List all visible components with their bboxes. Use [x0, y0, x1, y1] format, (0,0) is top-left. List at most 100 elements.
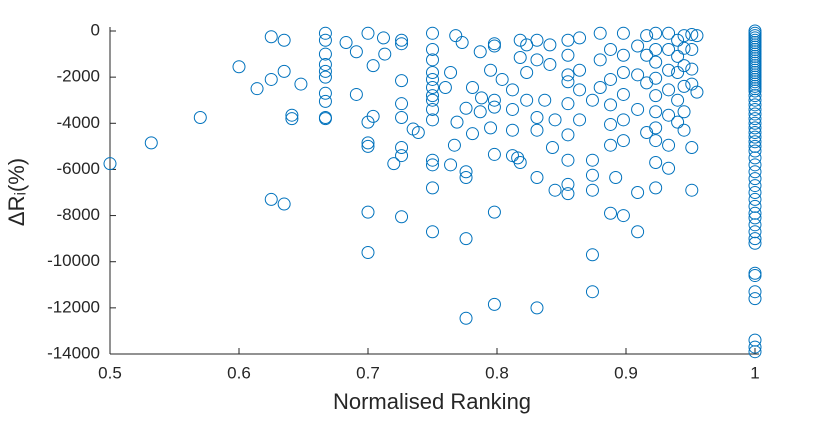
point	[495, 72, 509, 86]
point	[505, 123, 519, 137]
point	[520, 66, 534, 80]
point	[593, 26, 607, 40]
point	[748, 89, 762, 103]
point	[649, 89, 663, 103]
x-tick-label: 1	[750, 363, 759, 382]
point	[604, 42, 618, 56]
point	[748, 135, 762, 149]
point	[649, 121, 663, 135]
x-tick-label: 0.9	[614, 363, 638, 382]
point	[395, 111, 409, 125]
point	[459, 232, 473, 246]
point	[561, 48, 575, 62]
point	[616, 26, 630, 40]
point	[631, 186, 645, 199]
point	[366, 59, 380, 73]
point	[662, 161, 676, 175]
point	[487, 100, 501, 114]
point	[438, 81, 452, 95]
point	[530, 123, 544, 137]
point	[465, 81, 479, 95]
point	[561, 75, 575, 89]
point	[748, 225, 762, 239]
point	[649, 181, 663, 195]
x-tick-label: 0.7	[356, 363, 380, 382]
point	[459, 311, 473, 325]
point	[459, 101, 473, 115]
point	[748, 93, 762, 107]
point	[671, 66, 685, 80]
point	[444, 158, 458, 172]
point	[585, 285, 599, 299]
point	[395, 210, 409, 224]
point	[459, 171, 473, 185]
point	[640, 76, 654, 90]
point	[604, 117, 618, 131]
point	[395, 33, 409, 47]
point	[748, 121, 762, 135]
point	[671, 33, 685, 47]
point	[573, 31, 587, 45]
point	[387, 157, 401, 171]
point	[649, 105, 663, 119]
point	[561, 128, 575, 142]
point	[748, 126, 762, 140]
point	[318, 47, 332, 61]
point	[513, 51, 527, 65]
point	[285, 108, 299, 122]
point	[671, 93, 685, 107]
point	[426, 72, 439, 86]
point	[487, 93, 501, 107]
point	[361, 26, 375, 40]
point	[649, 156, 663, 170]
y-tick-label: -6000	[57, 159, 100, 178]
point	[361, 245, 375, 259]
point	[604, 138, 618, 152]
point	[649, 55, 663, 69]
point	[631, 225, 645, 239]
point	[395, 141, 409, 155]
point	[426, 53, 439, 67]
point	[640, 29, 654, 43]
point	[662, 83, 676, 97]
point	[616, 87, 630, 101]
point	[561, 68, 575, 82]
point	[748, 172, 762, 186]
point	[748, 165, 762, 179]
point	[411, 126, 425, 140]
point	[538, 93, 552, 107]
point	[426, 102, 439, 116]
point	[573, 63, 587, 77]
point	[193, 111, 207, 125]
point	[277, 64, 291, 78]
point	[748, 211, 762, 225]
point	[561, 97, 575, 111]
point	[426, 153, 439, 167]
y-tick-label: -4000	[57, 113, 100, 132]
point	[662, 42, 676, 56]
point	[748, 116, 762, 130]
y-tick-label: -14000	[47, 343, 100, 362]
point	[426, 93, 439, 107]
point	[426, 42, 439, 56]
point	[426, 26, 439, 40]
point	[748, 130, 762, 144]
point	[748, 266, 762, 280]
point	[573, 83, 587, 97]
point	[561, 177, 575, 191]
point	[473, 45, 487, 59]
point	[444, 66, 458, 80]
y-tick-label: -10000	[47, 251, 100, 270]
point	[685, 141, 699, 155]
x-tick-label: 0.6	[227, 363, 251, 382]
point	[426, 89, 439, 103]
point	[545, 141, 559, 155]
point	[604, 206, 618, 220]
point	[426, 158, 439, 172]
point	[616, 48, 630, 62]
point	[361, 136, 375, 150]
y-axis-label: ΔRᵢ(%)	[4, 158, 29, 226]
point	[349, 87, 363, 101]
point	[473, 105, 487, 119]
